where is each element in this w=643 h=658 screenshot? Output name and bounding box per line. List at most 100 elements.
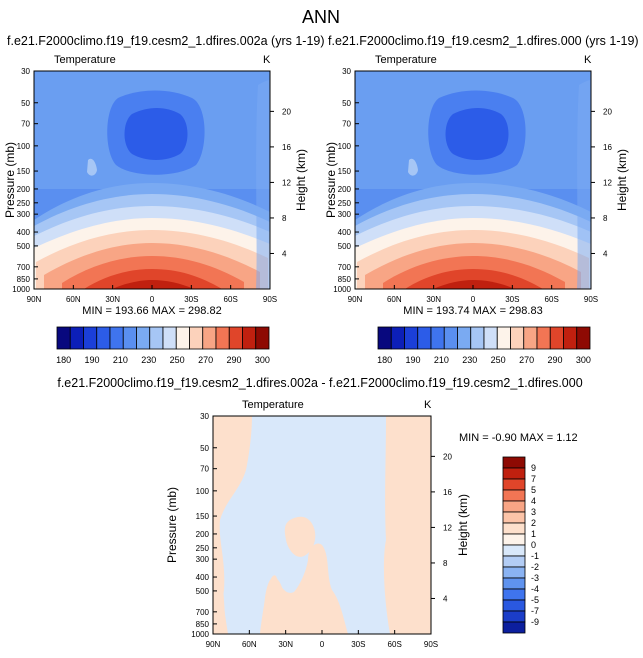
panel-c-title: f.e21.F2000climo.f19_f19.cesm2_1.dfires.… xyxy=(57,376,582,390)
x-tick-label: 30N xyxy=(426,295,441,304)
colorbar-swatch xyxy=(502,588,526,601)
panel-b-patch-right xyxy=(577,80,591,289)
colorbar-swatch xyxy=(417,326,432,350)
colorbar-swatch xyxy=(502,456,526,469)
panel-a-contours xyxy=(34,71,270,289)
colorbar-swatch xyxy=(502,555,526,568)
colorbar-label: 190 xyxy=(85,355,100,365)
y-tick-label: 150 xyxy=(17,167,31,176)
colorbar-swatch xyxy=(96,326,111,350)
panel-c-island-center xyxy=(284,516,316,557)
colorbar-label: 180 xyxy=(56,355,71,365)
y-tick-label: 250 xyxy=(17,199,31,208)
x-tick-label: 90S xyxy=(424,640,438,649)
right-tick-label: 20 xyxy=(603,107,612,116)
colorbar-label: 3 xyxy=(531,507,536,517)
right-tick-label: 16 xyxy=(603,143,612,152)
y-tick-label: 100 xyxy=(17,142,31,151)
colorbar-label: -5 xyxy=(531,595,539,605)
colorbar-swatch xyxy=(502,577,526,590)
colorbar-swatch xyxy=(502,566,526,579)
colorbar-swatch xyxy=(430,326,445,350)
y-tick-label: 1000 xyxy=(12,285,30,294)
x-tick-label: 60N xyxy=(387,295,402,304)
colorbar-label: 270 xyxy=(198,355,213,365)
x-tick-label: 30N xyxy=(278,640,293,649)
colorbar-label: 210 xyxy=(434,355,449,365)
colorbar-label: 270 xyxy=(519,355,534,365)
panel-b-contours xyxy=(355,71,591,289)
colorbar-label: 190 xyxy=(406,355,421,365)
colorbar-label: 230 xyxy=(141,355,156,365)
y-tick-label: 300 xyxy=(338,210,352,219)
panel-c: f.e21.F2000climo.f19_f19.cesm2_1.dfires.… xyxy=(57,376,582,649)
colorbar-label: -1 xyxy=(531,551,539,561)
right-tick-label: 8 xyxy=(282,214,287,223)
colorbar-swatch xyxy=(502,599,526,612)
y-tick-label: 100 xyxy=(196,487,210,496)
y-tick-label: 200 xyxy=(17,185,31,194)
x-tick-label: 0 xyxy=(320,640,325,649)
right-tick-label: 4 xyxy=(603,249,608,258)
right-tick-label: 12 xyxy=(282,178,291,187)
panel-c-field-label: Temperature xyxy=(242,399,304,411)
panel-b-right-label: Height (km) xyxy=(615,149,629,211)
y-tick-label: 50 xyxy=(200,444,209,453)
colorbar-swatch xyxy=(502,621,526,634)
colorbar-label: 9 xyxy=(531,463,536,473)
colorbar-swatch xyxy=(502,610,526,623)
colorbar-swatch xyxy=(457,326,472,350)
x-tick-label: 90N xyxy=(348,295,363,304)
colorbar-label: -3 xyxy=(531,573,539,583)
panel-b-band-l7 xyxy=(405,269,543,289)
right-tick-label: 12 xyxy=(443,523,452,532)
panel-a-patch-right xyxy=(256,80,270,289)
y-tick-label: 700 xyxy=(338,263,352,272)
x-tick-label: 30N xyxy=(105,295,120,304)
colorbar-swatch xyxy=(136,326,151,350)
panel-b: f.e21.F2000climo.f19_f19.cesm2_1.dfires.… xyxy=(324,34,639,365)
colorbar-label: -7 xyxy=(531,606,539,616)
panel-b-stats: MIN = 193.74 MAX = 298.83 xyxy=(403,305,542,317)
colorbar-label: 5 xyxy=(531,485,536,495)
right-tick-label: 12 xyxy=(603,178,612,187)
y-tick-label: 70 xyxy=(342,120,351,129)
colorbar-swatch xyxy=(496,326,511,350)
panel-c-right-label: Height (km) xyxy=(456,494,470,556)
y-tick-label: 100 xyxy=(338,142,352,151)
panel-a-band-l8 xyxy=(112,280,194,289)
colorbar-swatch xyxy=(56,326,71,350)
figure-title: ANN xyxy=(302,7,340,27)
panel-a-right-label: Height (km) xyxy=(294,149,308,211)
x-tick-label: 30S xyxy=(351,640,365,649)
y-tick-label: 150 xyxy=(338,167,352,176)
panel-c-island-low xyxy=(262,577,284,634)
y-tick-label: 30 xyxy=(200,412,209,421)
panel-a-right-ticks: 20 16 12 8 4 xyxy=(270,107,291,258)
colorbar-swatch xyxy=(390,326,405,350)
panel-b-y-label: Pressure (mb) xyxy=(324,142,338,218)
panel-a-title: f.e21.F2000climo.f19_f19.cesm2_1.dfires.… xyxy=(7,34,325,48)
panel-b-band-l8 xyxy=(433,280,515,289)
colorbar-swatch xyxy=(404,326,419,350)
colorbar-swatch xyxy=(175,326,190,350)
panel-b-patch-left xyxy=(408,158,418,176)
right-tick-label: 8 xyxy=(603,214,608,223)
y-tick-label: 70 xyxy=(21,120,30,129)
colorbar-swatch xyxy=(215,326,230,350)
colorbar-swatch xyxy=(228,326,243,350)
colorbar-label: 230 xyxy=(462,355,477,365)
right-tick-label: 16 xyxy=(443,488,452,497)
right-tick-label: 20 xyxy=(443,452,452,461)
panel-a-x-ticks: 90N 60N 30N 0 30S 60S 90S xyxy=(27,285,277,304)
panel-a-patch-left xyxy=(87,158,97,176)
right-tick-label: 16 xyxy=(282,143,291,152)
colorbar-label: 1 xyxy=(531,529,536,539)
right-tick-label: 4 xyxy=(282,249,287,258)
panel-a-band-l7 xyxy=(84,269,222,289)
colorbar-swatch xyxy=(563,326,578,350)
panel-b-field-label: Temperature xyxy=(375,54,437,66)
x-tick-label: 60S xyxy=(224,295,238,304)
